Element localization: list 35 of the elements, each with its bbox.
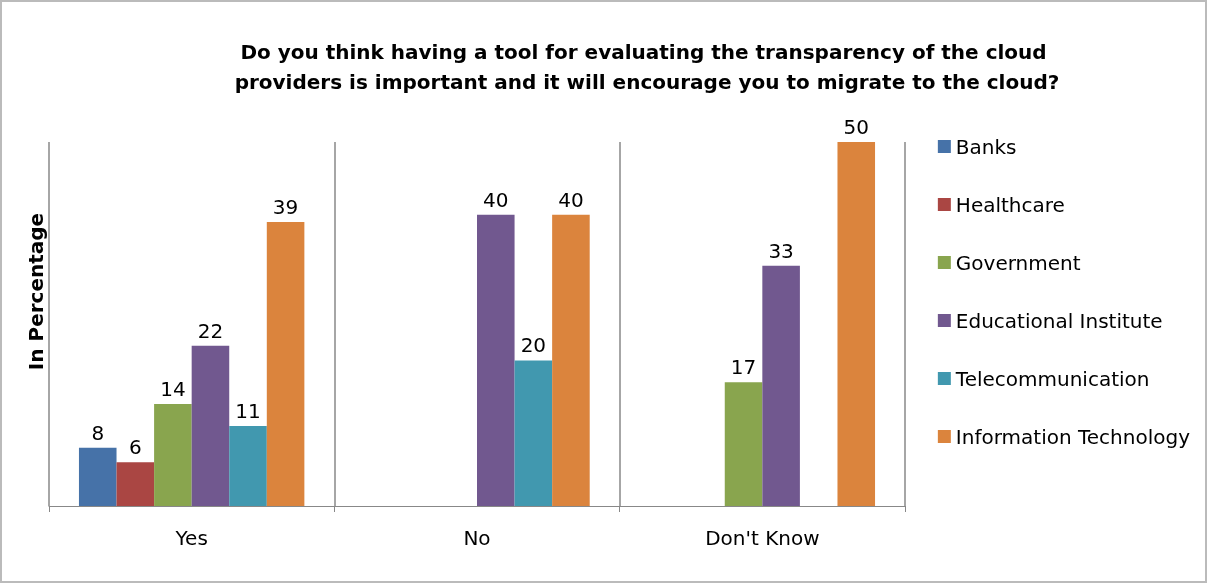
- data-label: 50: [843, 115, 869, 139]
- data-label: 14: [160, 377, 186, 402]
- x-tick-label: Yes: [174, 526, 208, 550]
- data-label: 8: [91, 420, 105, 445]
- data-label: 20: [520, 333, 547, 358]
- bar: [477, 214, 515, 506]
- data-label: 17: [730, 355, 757, 380]
- bar: [116, 462, 155, 506]
- data-label: 6: [128, 435, 142, 460]
- x-tick-label: No: [463, 526, 491, 550]
- y-axis-title: In Percentage: [24, 212, 48, 371]
- bar: [191, 345, 230, 506]
- data-label: 40: [483, 187, 509, 212]
- data-label: 39: [272, 195, 299, 220]
- bar: [78, 447, 117, 506]
- legend-label: Information Technology: [955, 424, 1191, 449]
- data-label: 11: [235, 398, 261, 423]
- legend-label: Educational Institute: [955, 308, 1163, 333]
- x-tick-label: Don't Know: [705, 526, 820, 550]
- bar: [154, 404, 192, 506]
- legend-label: Government: [955, 250, 1081, 275]
- bar: [229, 425, 267, 506]
- bar: [552, 214, 590, 506]
- bar: [762, 265, 800, 506]
- data-label: 22: [197, 318, 224, 343]
- bar: [724, 382, 763, 506]
- chart-title: Do you think having a tool for evaluating the transparency of the cloud providers is important and it will encourage you to migrate to the cloud?: [234, 40, 1060, 94]
- data-label: 33: [768, 238, 794, 263]
- legend-label: Telecommunication: [954, 366, 1150, 391]
- legend-label: Banks: [955, 134, 1017, 159]
- bar: [837, 142, 876, 506]
- data-label: 40: [558, 187, 584, 212]
- bar: [514, 360, 553, 506]
- bar: [266, 222, 305, 506]
- legend-label: Healthcare: [955, 192, 1065, 217]
